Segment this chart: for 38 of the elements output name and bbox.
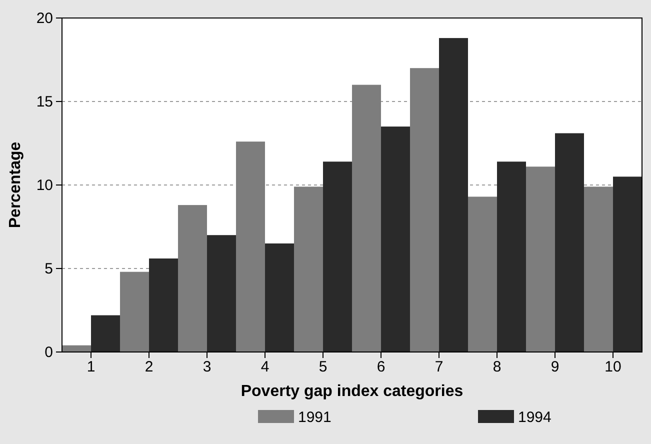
bar xyxy=(497,162,526,352)
x-tick-label: 10 xyxy=(604,358,622,376)
bar xyxy=(207,235,236,352)
x-tick-label: 9 xyxy=(550,358,560,376)
bar xyxy=(178,205,207,352)
x-axis-title: Poverty gap index categories xyxy=(240,383,464,400)
y-tick-label: 5 xyxy=(44,260,53,278)
legend-label: 1994 xyxy=(518,409,552,426)
bar xyxy=(410,68,439,352)
bar xyxy=(236,142,265,352)
bar xyxy=(120,272,149,352)
x-tick-label: 1 xyxy=(86,358,96,376)
bar xyxy=(526,166,555,352)
bar xyxy=(584,186,613,352)
y-tick-label: 0 xyxy=(44,344,53,361)
y-axis-title: Percentage xyxy=(7,142,24,228)
bar xyxy=(381,126,410,352)
x-tick-label: 3 xyxy=(202,358,212,376)
bar xyxy=(468,196,497,352)
y-tick-label: 20 xyxy=(36,10,53,27)
x-tick-label: 7 xyxy=(434,358,444,376)
legend-label: 1991 xyxy=(298,409,332,426)
bar xyxy=(352,84,381,352)
x-tick-label: 4 xyxy=(260,358,270,376)
y-tick-label: 15 xyxy=(36,93,53,110)
bar xyxy=(555,133,584,352)
y-tick-label: 10 xyxy=(36,176,53,194)
x-tick-label: 8 xyxy=(492,358,502,376)
bar xyxy=(265,243,294,352)
bar xyxy=(91,315,120,352)
bar xyxy=(149,258,178,352)
x-tick-label: 6 xyxy=(376,358,386,376)
x-tick-label: 5 xyxy=(318,358,328,376)
bar xyxy=(323,162,352,352)
x-tick-label: 2 xyxy=(144,358,154,376)
bar xyxy=(439,38,468,352)
bar xyxy=(294,186,323,352)
bar xyxy=(613,176,642,352)
